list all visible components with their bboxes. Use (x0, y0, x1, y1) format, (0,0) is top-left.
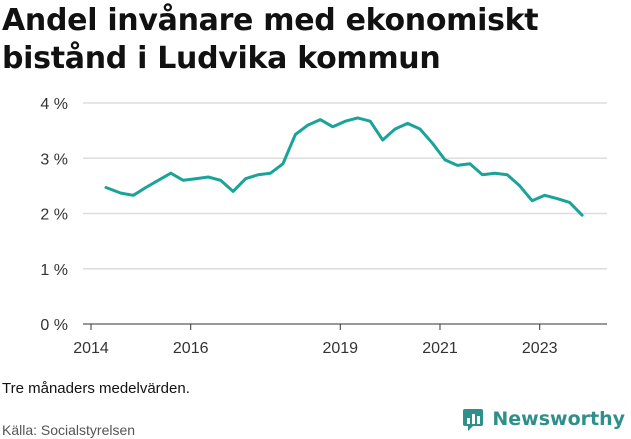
chart-title: Andel invånare med ekonomiskt bistånd i … (2, 3, 539, 76)
y-tick-label: 3 % (40, 151, 68, 168)
x-axis-ticks: 2014 2016 2019 2021 2023 (73, 324, 558, 357)
x-tick-label: 2019 (322, 340, 358, 357)
bar-chart-logo-icon (463, 409, 484, 431)
series-lines (104, 116, 584, 217)
brand-name: Newsworthy (492, 408, 625, 430)
y-tick-label: 0 % (40, 317, 68, 334)
x-tick-label: 2023 (522, 340, 558, 357)
source-credit: Källa: Socialstyrelsen (2, 422, 136, 438)
grid-lines (83, 102, 607, 325)
x-tick-label: 2014 (73, 340, 109, 357)
y-tick-label: 1 % (40, 262, 68, 279)
series-line-0 (104, 116, 584, 217)
line-chart: 0 % 1 % 2 % 3 % 4 % 2014 2016 2019 2021 2023 (40, 96, 607, 357)
y-axis-tick-labels: 0 % 1 % 2 % 3 % 4 % (40, 96, 68, 334)
chart-note: Tre månaders medelvärden. (2, 380, 190, 397)
y-tick-label: 4 % (40, 96, 68, 113)
x-tick-label: 2016 (173, 340, 209, 357)
x-tick-label: 2021 (422, 340, 458, 357)
newsworthy-logo[interactable]: Newsworthy (462, 407, 625, 431)
y-tick-label: 2 % (40, 207, 68, 224)
